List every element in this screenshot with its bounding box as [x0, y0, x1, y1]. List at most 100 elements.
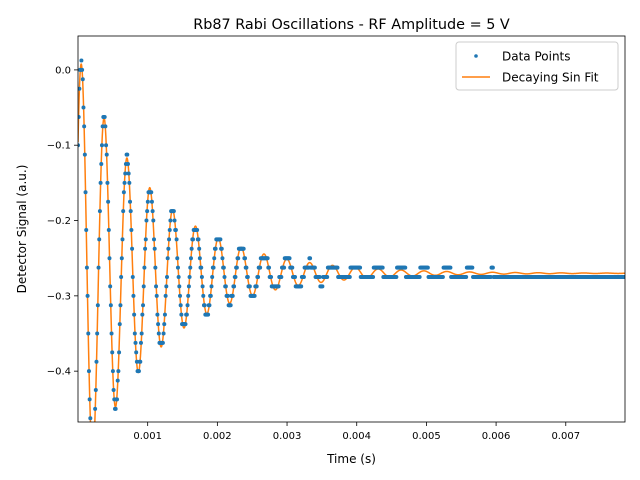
- data-point: [131, 293, 136, 298]
- data-point: [126, 171, 131, 176]
- data-point: [490, 265, 495, 270]
- data-point: [109, 331, 114, 336]
- data-point: [80, 77, 85, 82]
- data-point: [191, 237, 196, 242]
- data-point: [123, 171, 128, 176]
- data-point: [174, 237, 179, 242]
- data-point: [267, 265, 272, 270]
- data-point: [150, 209, 155, 214]
- data-point: [154, 293, 159, 298]
- data-point: [165, 256, 170, 261]
- x-axis-ticks: 0.001 0.002 0.003 0.004 0.005 0.006 0.007: [133, 422, 580, 442]
- data-point: [130, 275, 135, 280]
- chart-title: Rb87 Rabi Oscillations - RF Amplitude = …: [193, 17, 510, 33]
- data-point: [186, 293, 191, 298]
- data-point: [121, 190, 126, 195]
- data-point: [206, 312, 211, 317]
- y-tick-label: −0.2: [47, 216, 71, 227]
- data-point: [470, 265, 475, 270]
- data-point: [129, 227, 134, 232]
- data-point: [152, 246, 157, 251]
- data-point: [162, 322, 167, 327]
- data-point: [222, 275, 227, 280]
- data-point: [144, 218, 149, 223]
- data-point: [122, 180, 127, 185]
- data-point: [82, 124, 87, 129]
- data-point: [166, 246, 171, 251]
- data-point: [221, 265, 226, 270]
- data-point: [121, 209, 126, 214]
- data-point: [197, 246, 202, 251]
- data-point: [143, 237, 148, 242]
- data-point: [130, 246, 135, 251]
- data-point: [97, 237, 102, 242]
- y-tick-label: −0.3: [47, 291, 71, 302]
- data-point: [371, 275, 376, 280]
- y-axis-label: Detector Signal (a.u.): [15, 165, 29, 294]
- data-point: [85, 293, 90, 298]
- data-point: [425, 265, 430, 270]
- data-point: [86, 369, 91, 374]
- data-point: [165, 275, 169, 280]
- data-point: [95, 331, 100, 336]
- data-point: [185, 303, 190, 308]
- data-point: [177, 284, 182, 289]
- data-point: [110, 350, 115, 355]
- data-point: [175, 265, 180, 270]
- data-point: [308, 256, 313, 261]
- x-tick-label: 0.005: [412, 431, 441, 442]
- data-point: [212, 256, 217, 261]
- data-point: [236, 256, 241, 261]
- data-point: [119, 275, 124, 280]
- data-point: [172, 218, 177, 223]
- data-point: [98, 180, 103, 185]
- data-point: [84, 265, 89, 270]
- data-point: [145, 199, 150, 204]
- data-point: [168, 218, 173, 223]
- data-point: [94, 359, 99, 364]
- legend-label-data-points: Data Points: [502, 50, 571, 64]
- data-point: [195, 227, 200, 232]
- data-point: [287, 256, 292, 261]
- data-point: [113, 406, 118, 411]
- data-point: [96, 265, 101, 270]
- data-point: [171, 209, 176, 214]
- data-point: [440, 275, 445, 280]
- data-point: [299, 284, 304, 289]
- data-point: [84, 227, 89, 232]
- data-point: [118, 303, 123, 308]
- data-point: [179, 312, 184, 317]
- data-point: [102, 114, 107, 119]
- data-point: [252, 293, 257, 298]
- data-point: [125, 162, 130, 167]
- data-point: [208, 293, 213, 298]
- data-point: [213, 246, 218, 251]
- data-point: [175, 256, 180, 261]
- data-point: [209, 284, 214, 289]
- data-point: [149, 190, 154, 195]
- data-point: [245, 275, 250, 280]
- data-point: [125, 152, 130, 157]
- data-point: [116, 369, 121, 374]
- data-point: [186, 284, 191, 289]
- data-point: [188, 256, 193, 261]
- data-point: [82, 152, 87, 157]
- data-point: [225, 293, 230, 298]
- x-tick-label: 0.004: [342, 431, 371, 442]
- data-point: [164, 284, 169, 289]
- data-point: [301, 275, 306, 280]
- data-point: [223, 284, 228, 289]
- data-point: [106, 199, 111, 204]
- data-point: [108, 284, 113, 289]
- data-point: [317, 275, 322, 280]
- x-tick-label: 0.002: [203, 431, 232, 442]
- data-point: [80, 67, 85, 72]
- data-point: [156, 322, 161, 327]
- data-point: [156, 331, 161, 336]
- data-point: [293, 275, 298, 280]
- data-point: [202, 303, 207, 308]
- data-point: [105, 180, 110, 185]
- data-point: [197, 256, 202, 261]
- data-point: [78, 143, 80, 148]
- data-point: [218, 237, 223, 242]
